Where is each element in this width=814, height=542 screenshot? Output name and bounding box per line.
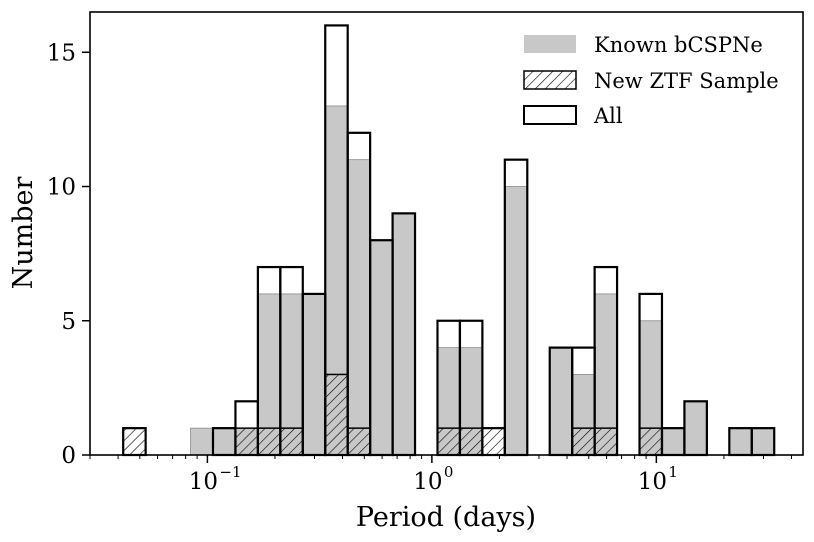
known-bar (728, 427, 753, 456)
known-bar (684, 400, 708, 456)
new-ztf-bar (279, 427, 304, 456)
legend-label-all: All (593, 104, 623, 128)
known-bar (504, 186, 528, 456)
plot-frame (89, 11, 804, 456)
y-tick-label: 0 (61, 443, 76, 469)
x-tick-label: 10 (638, 469, 667, 495)
known-bar (302, 293, 326, 456)
new-ztf-bar (638, 427, 663, 456)
x-axis-label: Period (days) (356, 502, 536, 533)
x-tick-label: 10 (189, 469, 218, 495)
y-tick-label: 10 (47, 175, 76, 201)
new-ztf-bar (122, 427, 147, 456)
x-tick-label: 10 (413, 469, 442, 495)
x-tick-exponent: −1 (219, 463, 241, 481)
new-ztf-bar (234, 427, 259, 456)
new-ztf-bar (436, 427, 461, 456)
known-bar (190, 427, 214, 456)
legend-label-new: New ZTF Sample (594, 69, 779, 93)
y-tick-label: 5 (61, 309, 76, 335)
new-ztf-bar (571, 427, 596, 456)
known-bar (392, 212, 416, 456)
legend-swatch-known (524, 35, 576, 53)
new-ztf-bar (481, 427, 506, 456)
y-tick-label: 15 (47, 40, 76, 66)
x-tick-exponent: 0 (444, 463, 454, 481)
new-ztf-bar (459, 427, 484, 456)
new-ztf-bar (346, 427, 371, 456)
x-tick-exponent: 1 (668, 463, 678, 481)
new-ztf-bar (324, 373, 349, 456)
legend-swatch-all (523, 105, 577, 125)
known-bar (549, 347, 573, 456)
known-bar (369, 239, 393, 456)
legend: Known bCSPNe New ZTF Sample All (523, 33, 779, 128)
known-bar (661, 427, 685, 456)
legend-swatch-new (523, 70, 577, 90)
y-axis-label: Number (8, 177, 39, 290)
known-bar (751, 427, 775, 456)
new-ztf-bar (257, 427, 282, 456)
known-bar (347, 159, 371, 456)
new-ztf-bar (593, 427, 618, 456)
legend-label-known: Known bCSPNe (594, 33, 763, 57)
known-bar (212, 427, 236, 456)
